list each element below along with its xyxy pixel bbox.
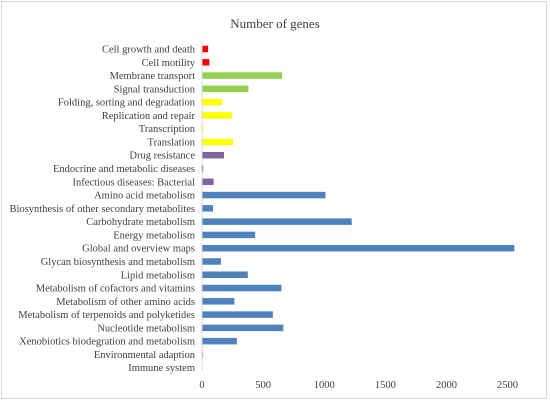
bar (202, 112, 232, 119)
category-label: Replication and repair (102, 111, 196, 122)
bar (202, 311, 273, 318)
category-label: Metabolism of terpenoids and polyketides (18, 310, 195, 321)
category-label: Translation (148, 137, 196, 148)
category-label: Xenobiotics biodegration and metabolism (19, 337, 195, 348)
bar (202, 258, 221, 265)
category-label: Energy metabolism (113, 230, 195, 241)
category-label: Signal transduction (114, 84, 196, 95)
category-label: Carbohydrate metabolism (86, 217, 195, 228)
bar (202, 125, 204, 132)
x-tick-label: 1500 (375, 380, 396, 391)
category-label: Cell growth and death (102, 45, 196, 56)
chart-title: Number of genes (230, 16, 320, 31)
bar (202, 205, 213, 212)
value-axis: 0 500 1000 1500 2000 2500 (199, 41, 518, 391)
bar (202, 191, 326, 199)
bar (202, 165, 204, 172)
category-label: Glycan biosynthesis and metabolism (41, 257, 195, 268)
bar (202, 324, 284, 332)
category-label: Lipid metabolism (121, 270, 195, 281)
category-label: Immune system (128, 363, 195, 374)
bar (202, 231, 256, 239)
category-label: Global and overview maps (82, 244, 195, 255)
bar (202, 72, 283, 79)
bar (202, 59, 210, 66)
x-tick-label: 2000 (436, 380, 457, 391)
bar (202, 151, 224, 159)
bar (202, 244, 515, 252)
bars (202, 45, 515, 358)
category-label: Environmental adaption (94, 350, 196, 361)
category-label: Drug resistance (129, 151, 195, 162)
category-label: Infectious diseases: Bacterial (73, 177, 196, 188)
category-label: Amino acid metabolism (94, 191, 195, 202)
bar (202, 298, 235, 305)
bar (202, 351, 204, 358)
bar (202, 337, 237, 345)
category-labels: Cell growth and death Cell motility Membra… (10, 45, 196, 375)
x-tick-label: 1000 (314, 380, 335, 391)
category-label: Biosynthesis of other secondary metaboli… (10, 204, 195, 215)
bar (202, 138, 234, 146)
category-label: Nucleotide metabolism (97, 323, 195, 334)
bar (202, 271, 248, 279)
category-label: Folding, sorting and degradation (58, 98, 196, 109)
bar (202, 218, 352, 225)
category-label: Metabolism of cofactors and vitamins (36, 284, 195, 295)
bar (202, 284, 282, 292)
category-label: Endocrine and metabolic diseases (53, 164, 195, 175)
category-label: Metabolism of other amino acids (56, 297, 195, 308)
category-label: Cell motility (142, 58, 196, 69)
bar (202, 178, 214, 186)
x-tick-label: 0 (199, 380, 204, 391)
x-tick-label: 500 (255, 380, 271, 391)
bar (202, 98, 223, 106)
x-tick-label: 2500 (497, 380, 518, 391)
bar (202, 45, 209, 53)
category-label: Membrane transport (110, 71, 196, 82)
bar (202, 85, 249, 93)
category-label: Transcription (139, 124, 196, 135)
